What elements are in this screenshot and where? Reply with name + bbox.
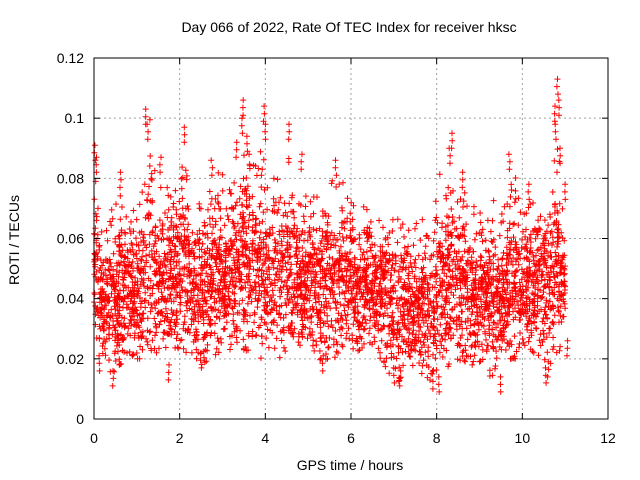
x-tick-label: 8 — [433, 430, 441, 446]
x-tick-label: 0 — [90, 430, 98, 446]
x-tick-label: 10 — [515, 430, 531, 446]
x-tick-label: 4 — [261, 430, 269, 446]
x-axis-ticks: 0 2 4 6 8 10 12 — [90, 58, 616, 446]
y-axis-label: ROTI / TECUs — [6, 195, 22, 285]
y-tick-label: 0.06 — [57, 231, 84, 247]
x-tick-label: 2 — [176, 430, 184, 446]
x-tick-label: 6 — [347, 430, 355, 446]
y-tick-label: 0 — [76, 411, 84, 427]
y-axis-ticks: 0 0.02 0.04 0.06 0.08 0.1 0.12 — [57, 50, 608, 427]
x-tick-label: 12 — [600, 430, 616, 446]
data-points — [91, 76, 571, 395]
y-tick-label: 0.02 — [57, 351, 84, 367]
scatter-series-roti — [91, 76, 571, 395]
x-axis-label: GPS time / hours — [297, 457, 404, 473]
y-tick-label: 0.12 — [57, 50, 84, 66]
y-tick-label: 0.1 — [65, 110, 85, 126]
y-tick-label: 0.04 — [57, 291, 84, 307]
chart-title: Day 066 of 2022, Rate Of TEC Index for r… — [181, 19, 516, 35]
y-tick-label: 0.08 — [57, 170, 84, 186]
